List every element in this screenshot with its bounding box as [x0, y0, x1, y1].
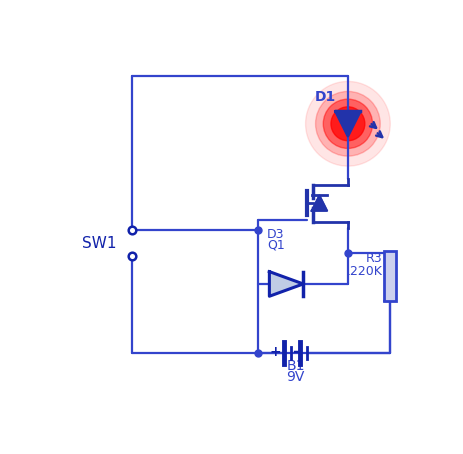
Text: R3: R3: [365, 252, 382, 266]
Text: -: -: [292, 344, 298, 361]
Text: +: +: [269, 345, 281, 360]
Circle shape: [323, 99, 372, 148]
Polygon shape: [269, 271, 303, 296]
Circle shape: [305, 81, 389, 166]
Text: D3: D3: [267, 228, 284, 241]
Text: SW1: SW1: [82, 236, 117, 251]
Polygon shape: [311, 195, 326, 211]
Text: .220K: .220K: [345, 266, 382, 278]
Polygon shape: [335, 112, 359, 136]
Text: D1: D1: [314, 90, 335, 104]
Circle shape: [330, 107, 364, 141]
Bar: [384, 251, 395, 301]
Text: 9V: 9V: [286, 370, 304, 384]
Text: Q1: Q1: [267, 238, 284, 252]
Text: B1: B1: [286, 359, 304, 373]
Circle shape: [315, 91, 380, 156]
